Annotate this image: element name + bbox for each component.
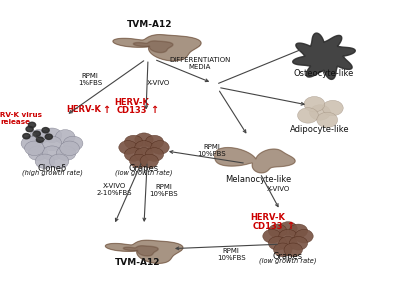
Text: X-VIVO
2-10%FBS: X-VIVO 2-10%FBS (96, 183, 132, 196)
Circle shape (289, 237, 308, 250)
Text: CD133: CD133 (253, 222, 283, 231)
Text: X-VIVO: X-VIVO (146, 80, 170, 86)
Text: TVM-A12: TVM-A12 (127, 20, 173, 29)
Text: X-VIVO: X-VIVO (266, 186, 290, 192)
Circle shape (135, 148, 153, 161)
Circle shape (145, 135, 164, 149)
Circle shape (279, 222, 297, 235)
Text: Cloneδ: Cloneδ (38, 164, 66, 173)
Circle shape (119, 141, 137, 154)
Polygon shape (113, 35, 201, 61)
Circle shape (317, 112, 338, 128)
Circle shape (279, 229, 297, 243)
Text: RPMI
10%FBS: RPMI 10%FBS (217, 248, 246, 261)
Text: DIFFERENTIATION
MEDIA: DIFFERENTIATION MEDIA (169, 57, 231, 70)
Text: HERV-K: HERV-K (250, 213, 286, 222)
Circle shape (28, 122, 36, 128)
Text: ↑: ↑ (150, 105, 158, 115)
Circle shape (29, 130, 49, 144)
Circle shape (274, 243, 292, 257)
Circle shape (268, 224, 287, 238)
Text: CD133: CD133 (117, 106, 147, 115)
Text: HERV-K: HERV-K (66, 105, 102, 114)
Circle shape (135, 133, 153, 147)
Text: RPMI
10%FBS: RPMI 10%FBS (198, 144, 226, 157)
Circle shape (140, 154, 158, 168)
Circle shape (124, 148, 143, 161)
Text: Adipocyte-like: Adipocyte-like (290, 125, 350, 134)
Text: RPMI
1%FBS: RPMI 1%FBS (78, 73, 102, 86)
Circle shape (42, 128, 62, 142)
Polygon shape (293, 33, 355, 79)
Text: (low growth rate): (low growth rate) (115, 169, 173, 176)
Text: Melanocyte-like: Melanocyte-like (225, 175, 291, 184)
Circle shape (263, 229, 281, 243)
Text: HERV-K virus
release: HERV-K virus release (0, 112, 42, 125)
Circle shape (42, 136, 62, 151)
Circle shape (33, 131, 40, 136)
Circle shape (130, 154, 148, 168)
Text: (high growth rate): (high growth rate) (22, 169, 82, 176)
Circle shape (49, 154, 69, 169)
Circle shape (25, 141, 44, 156)
Circle shape (42, 146, 62, 160)
Circle shape (289, 224, 308, 238)
Circle shape (322, 100, 343, 116)
Circle shape (284, 243, 302, 257)
Polygon shape (123, 246, 158, 256)
Circle shape (151, 141, 169, 154)
Circle shape (279, 237, 297, 250)
Circle shape (35, 154, 55, 169)
Text: TVM-A12: TVM-A12 (115, 258, 161, 267)
Text: ↑: ↑ (102, 104, 110, 115)
Circle shape (55, 130, 75, 144)
Text: HERV-K: HERV-K (114, 98, 150, 107)
Text: Grapes: Grapes (273, 252, 303, 261)
Circle shape (310, 105, 330, 120)
Circle shape (124, 135, 143, 149)
Circle shape (295, 229, 313, 243)
Circle shape (21, 136, 41, 151)
Circle shape (28, 146, 48, 160)
Text: (low growth rate): (low growth rate) (259, 258, 317, 264)
Circle shape (23, 133, 30, 139)
Circle shape (145, 148, 164, 161)
Circle shape (304, 96, 325, 112)
Polygon shape (133, 41, 173, 53)
Circle shape (36, 137, 44, 142)
Circle shape (135, 141, 153, 154)
Circle shape (268, 237, 287, 250)
Circle shape (45, 134, 52, 139)
Text: Grapes: Grapes (129, 164, 159, 173)
Circle shape (63, 136, 83, 151)
Circle shape (42, 128, 49, 133)
Circle shape (26, 126, 33, 132)
Circle shape (56, 146, 76, 160)
Text: RPMI
10%FBS: RPMI 10%FBS (150, 184, 178, 197)
Circle shape (298, 108, 318, 123)
Polygon shape (215, 148, 295, 173)
Polygon shape (106, 240, 183, 263)
Text: ↑: ↑ (286, 221, 294, 231)
Text: Osteocyte-like: Osteocyte-like (294, 69, 354, 78)
Circle shape (60, 141, 79, 156)
